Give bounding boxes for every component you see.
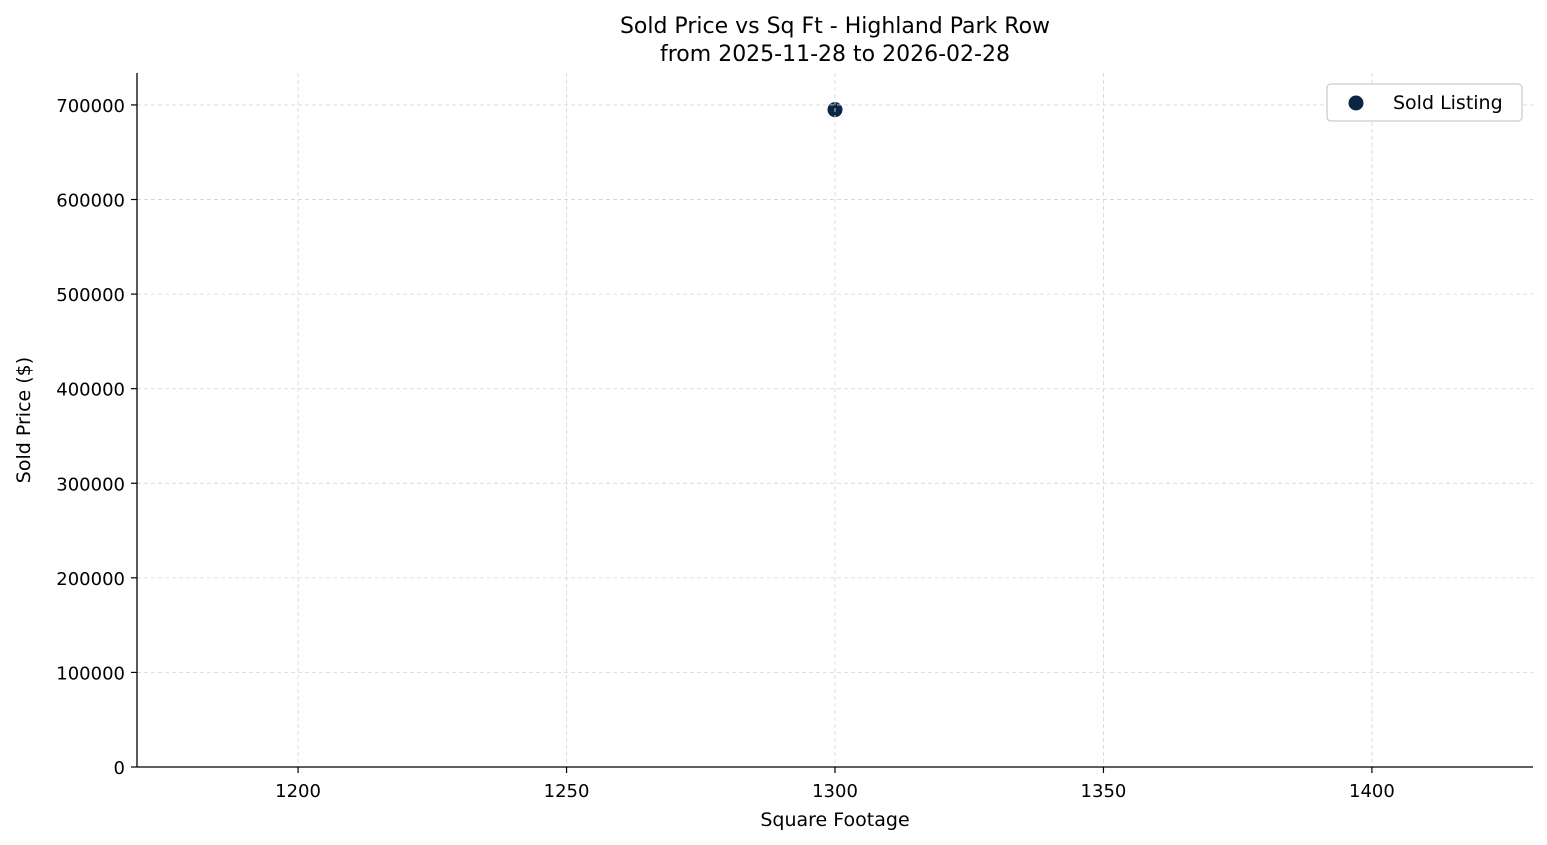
- legend-label: Sold Listing: [1393, 92, 1503, 114]
- y-tick-label: 200000: [56, 569, 125, 590]
- y-tick-label: 600000: [56, 191, 125, 212]
- x-tick-label: 1400: [1349, 781, 1395, 802]
- chart-subtitle: from 2025-11-28 to 2026-02-28: [660, 42, 1010, 67]
- legend-marker: [1348, 95, 1364, 111]
- legend-box: [1326, 83, 1523, 122]
- y-tick-label: 100000: [56, 663, 125, 684]
- y-tick-label: 300000: [56, 474, 125, 495]
- ticks: 1200 1250 1300 1350 1400 0 100000 200000 300000 4…: [56, 96, 1395, 802]
- y-tick-label: 0: [114, 758, 125, 779]
- grid: [137, 73, 1533, 767]
- x-tick-label: 1350: [1081, 781, 1127, 802]
- y-tick-label: 700000: [56, 96, 125, 117]
- y-axis-label: Sold Price ($): [13, 357, 35, 483]
- x-tick-label: 1200: [275, 781, 321, 802]
- legend: Sold Listing: [1326, 83, 1523, 122]
- y-tick-label: 500000: [56, 285, 125, 306]
- x-tick-label: 1250: [544, 781, 590, 802]
- chart-title: Sold Price vs Sq Ft - Highland Park Row: [620, 14, 1050, 39]
- x-tick-label: 1300: [812, 781, 858, 802]
- x-axis-label: Square Footage: [760, 809, 909, 831]
- y-tick-label: 400000: [56, 380, 125, 401]
